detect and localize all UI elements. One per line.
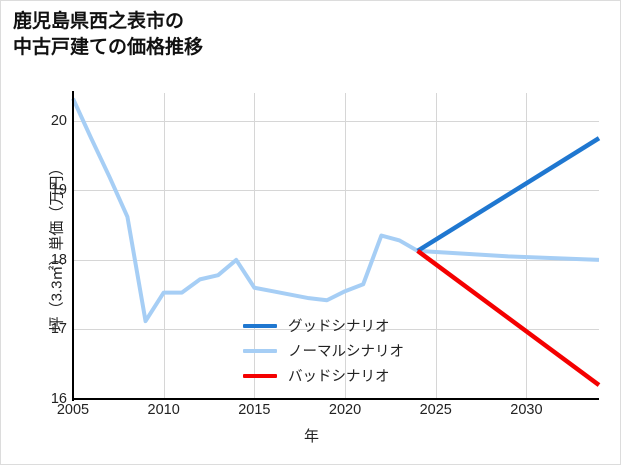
- chart-legend: グッドシナリオ ノーマルシナリオ バッドシナリオ: [243, 313, 438, 388]
- gridline-vertical: [435, 93, 437, 399]
- legend-swatch: [243, 348, 277, 353]
- x-tick-label: 2020: [328, 402, 362, 418]
- legend-label: グッドシナリオ: [288, 319, 390, 335]
- gridline-horizontal: [73, 329, 599, 331]
- y-tick-label: 20: [50, 112, 67, 129]
- gridline-horizontal: [73, 120, 599, 122]
- plot-area: [71, 93, 601, 400]
- x-tick-label: 2015: [238, 402, 271, 418]
- y-tick-label: 17: [50, 321, 67, 338]
- legend-label: ノーマルシナリオ: [288, 344, 404, 360]
- x-tick-label: 2025: [419, 402, 452, 418]
- series-line: [416, 136, 601, 253]
- x-tick-label: 2010: [147, 402, 180, 418]
- series-layer: [71, 97, 601, 387]
- series-line: [71, 97, 600, 324]
- x-tick-label: 2005: [56, 402, 90, 418]
- gridline-horizontal: [73, 259, 599, 261]
- gridline-horizontal: [73, 190, 599, 192]
- y-axis-ticks: 16 17 18 19 20: [27, 1, 67, 464]
- legend-swatch: [243, 373, 277, 378]
- x-axis-label: 年: [303, 428, 319, 445]
- gridline-vertical: [163, 93, 165, 399]
- x-tick-label: 2030: [510, 402, 543, 418]
- gridline-vertical: [526, 93, 528, 399]
- chart-title: 鹿児島県西之表市の 中古戸建ての価格推移: [13, 11, 204, 58]
- series-line: [416, 249, 601, 387]
- legend-item[interactable]: バッドシナリオ: [243, 363, 438, 388]
- gridline-vertical: [254, 93, 256, 399]
- legend-item[interactable]: グッドシナリオ: [243, 313, 438, 338]
- x-axis-spine: [72, 398, 599, 400]
- y-tick-label: 19: [50, 182, 67, 199]
- legend-item[interactable]: ノーマルシナリオ: [243, 338, 438, 363]
- gridline-vertical: [345, 93, 347, 399]
- y-tick-label: 18: [50, 251, 67, 268]
- y-tick-label: 16: [50, 391, 67, 407]
- legend-label: バッドシナリオ: [288, 369, 390, 385]
- legend-swatch: [243, 323, 277, 328]
- y-axis-spine: [72, 91, 74, 401]
